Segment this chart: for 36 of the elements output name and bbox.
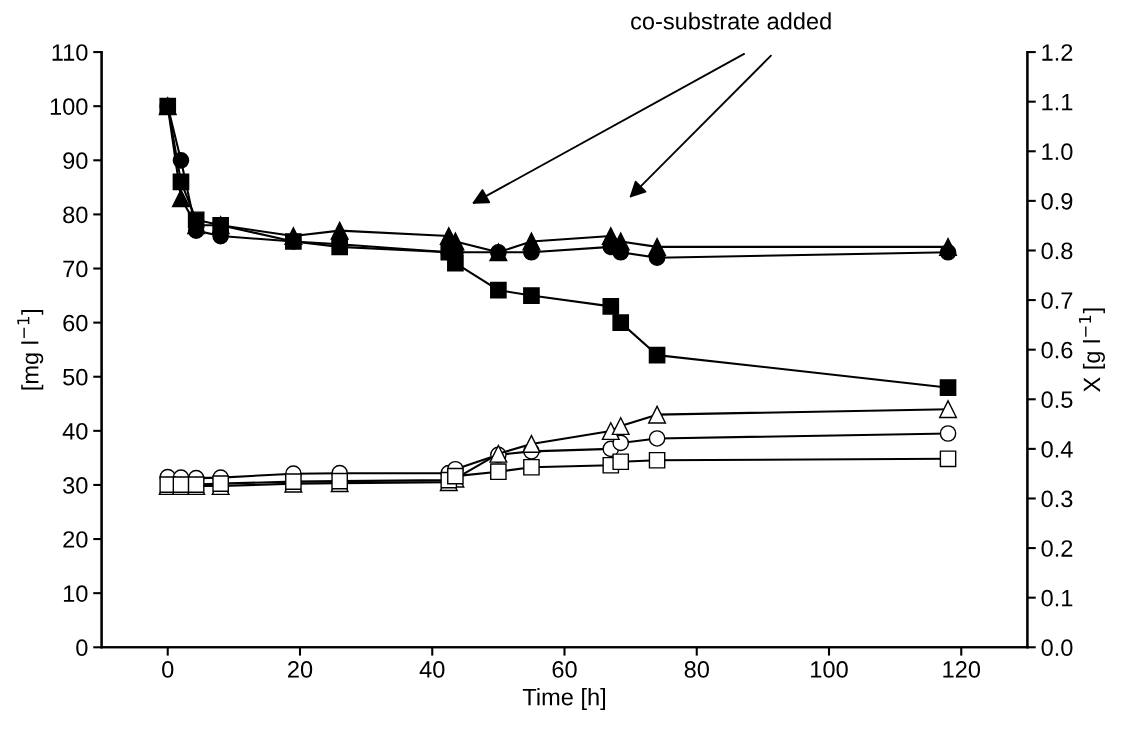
y2-tick-label: 0.8 xyxy=(1041,242,1073,260)
y-tick-label: 60 xyxy=(63,314,88,332)
y2-tick-label: 0.4 xyxy=(1041,440,1073,458)
y-tick-label: 90 xyxy=(63,152,88,170)
x-tick-label: 100 xyxy=(811,661,848,678)
y-tick-label: 110 xyxy=(52,44,88,61)
y2-tick-label: 0.2 xyxy=(1041,540,1073,557)
x-tick-label: 60 xyxy=(552,661,577,678)
y2-tick-label: 1.0 xyxy=(1042,143,1073,161)
y-tick-label: 10 xyxy=(63,585,88,602)
y-tick-label: 20 xyxy=(63,531,88,548)
y-tick-label: 100 xyxy=(50,98,88,115)
y2-tick-label: 1.1 xyxy=(1042,93,1073,111)
x-tick-label: 40 xyxy=(419,661,445,678)
x-tick-label: 0 xyxy=(162,661,174,678)
y2-tick-label: 0.7 xyxy=(1041,292,1073,309)
x-tick-label: 20 xyxy=(288,661,313,678)
y-tick-label: 50 xyxy=(63,368,88,386)
x-axis-title: Time [h] xyxy=(522,688,606,711)
y2-tick-label: 0.0 xyxy=(1041,639,1073,657)
y2-tick-label: 0.9 xyxy=(1041,192,1073,210)
y2-tick-label: 0.3 xyxy=(1041,490,1073,508)
y2-tick-label: 0.6 xyxy=(1041,341,1073,359)
text: co-substrate added xyxy=(631,12,831,30)
y2-tick-label: 1.2 xyxy=(1042,44,1073,61)
y2-tick-label: 0.1 xyxy=(1041,589,1073,607)
y-tick-label: 40 xyxy=(62,422,88,440)
x-tick-label: 120 xyxy=(943,661,981,678)
y-tick-label: 70 xyxy=(63,260,88,278)
y-tick-label: 80 xyxy=(63,206,88,224)
x-tick-label: 80 xyxy=(684,661,709,678)
y2-tick-label: 0.5 xyxy=(1041,391,1073,409)
y-tick-label: 30 xyxy=(63,477,88,494)
y-axis-title: [mg l$^{−1}$] xyxy=(17,309,44,390)
y2-axis-title: X [g l$^{−1}$] xyxy=(1078,308,1105,392)
y-tick-label: 0 xyxy=(76,639,88,657)
